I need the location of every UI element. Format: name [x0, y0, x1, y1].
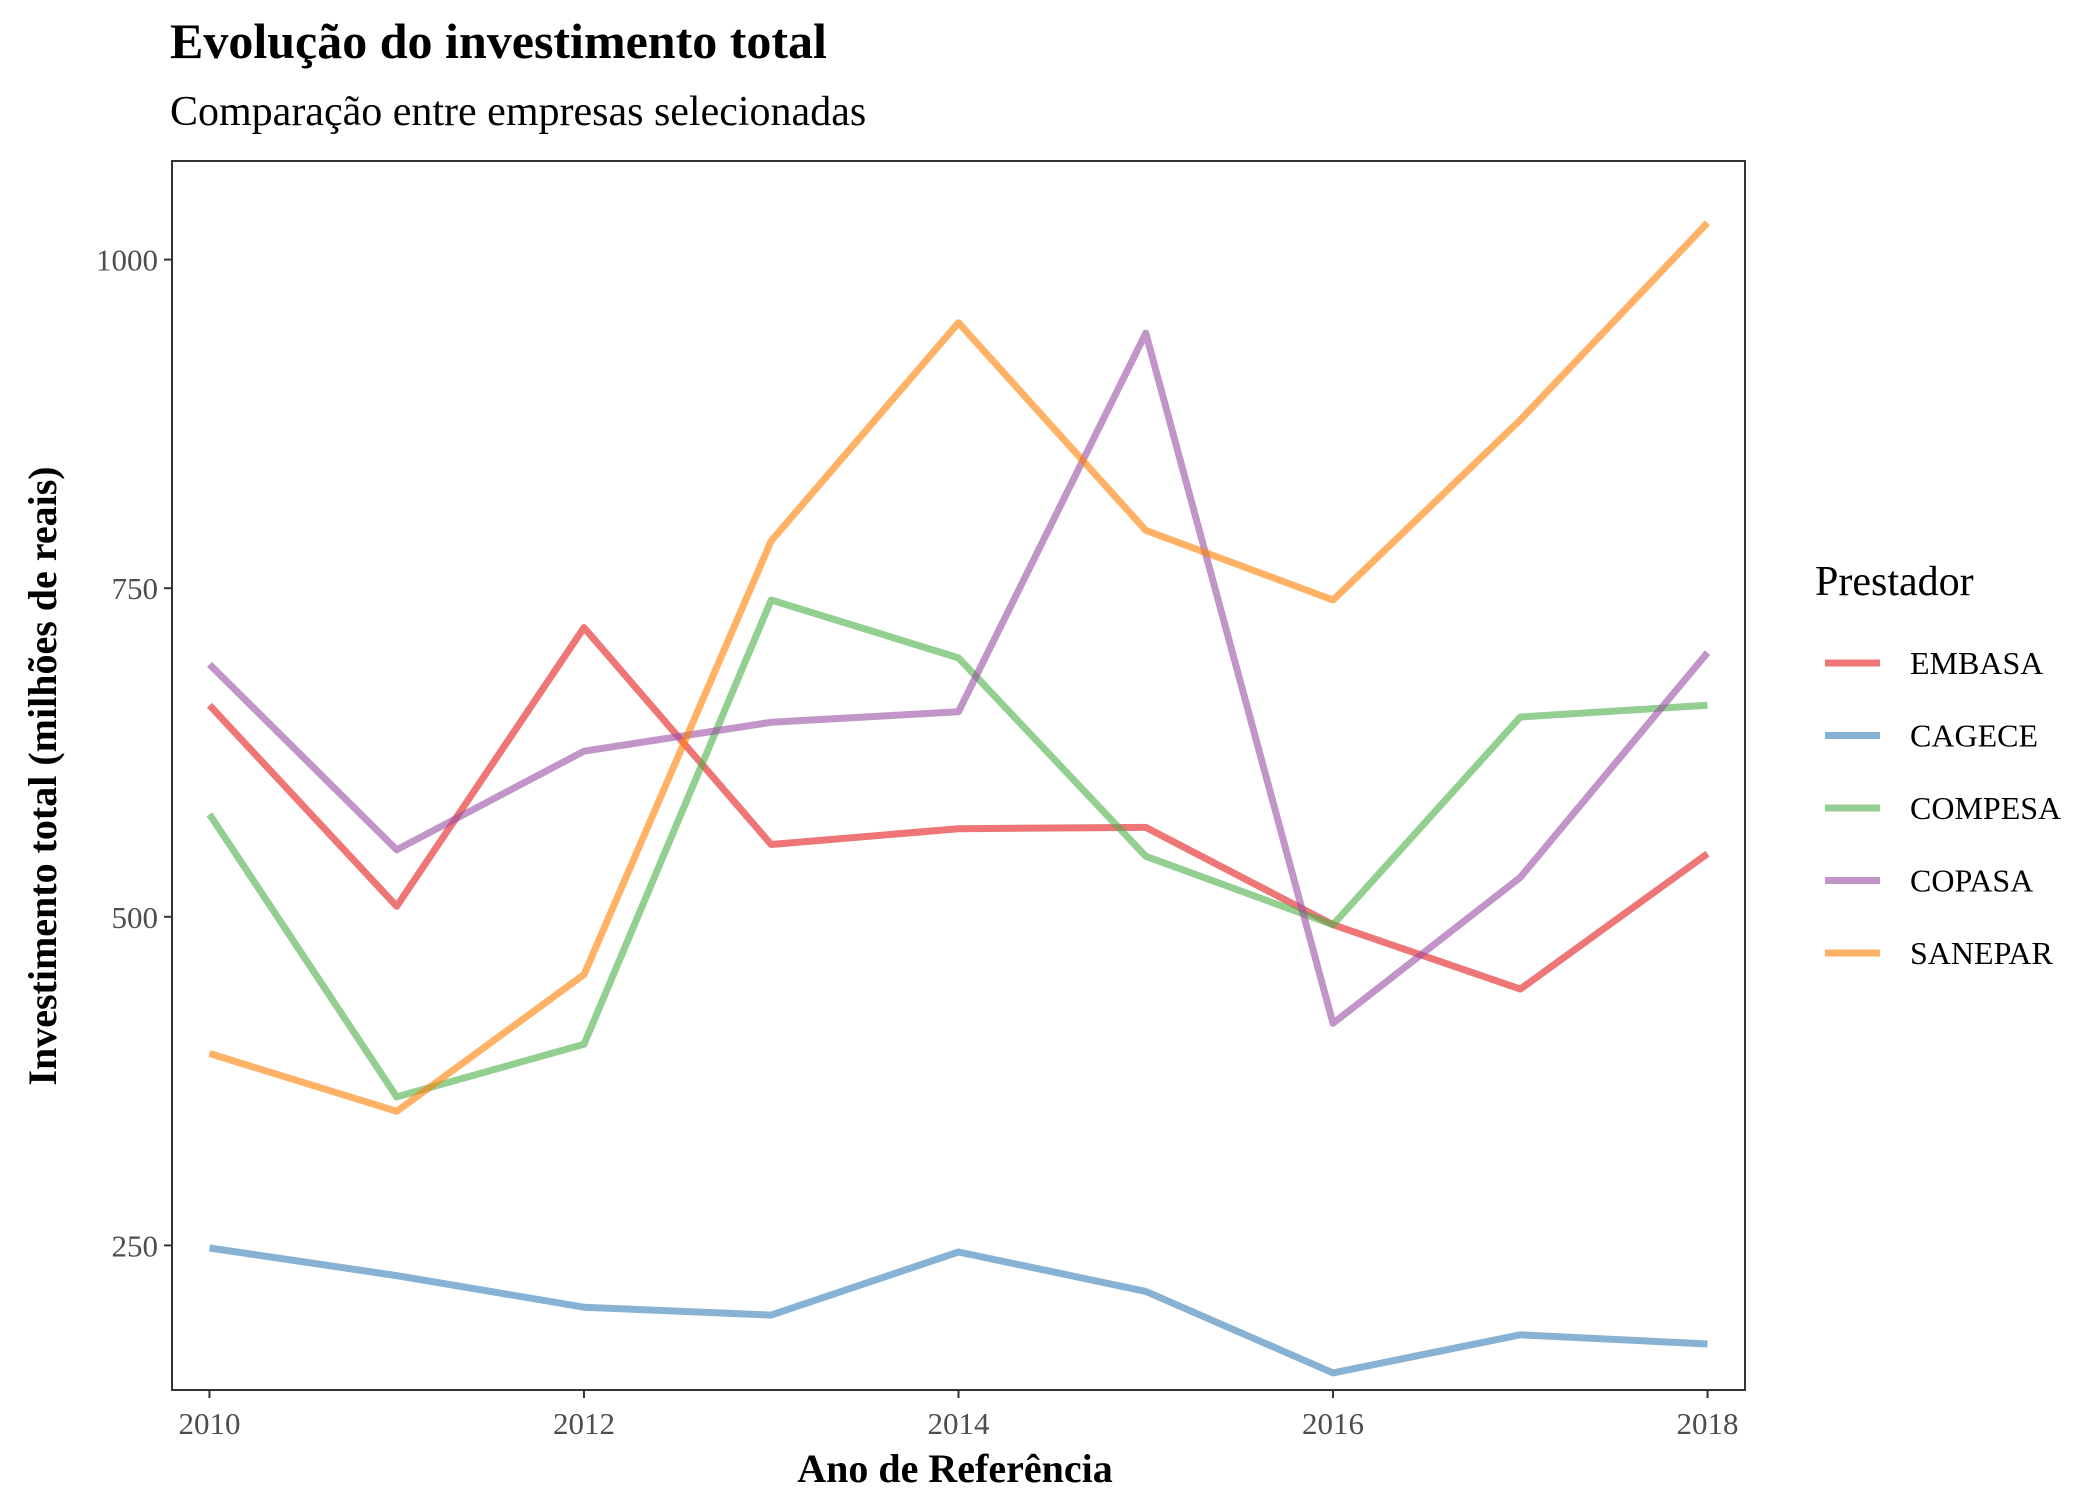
x-axis: 2010 2012 2014 2016 2018 [178, 1390, 1739, 1441]
x-tick-label: 2014 [928, 1406, 991, 1441]
x-axis-title: Ano de Referência [797, 1446, 1112, 1491]
legend-label-sanepar: SANEPAR [1910, 935, 2054, 971]
x-tick-label: 2018 [1677, 1406, 1739, 1441]
x-tick-label: 2012 [553, 1406, 615, 1441]
y-axis-title: Investimento total (milhões de reais) [20, 466, 65, 1085]
series-line-sanepar [208, 220, 1711, 1115]
y-tick-label: 1000 [96, 243, 158, 278]
legend-title: Prestador [1815, 559, 1974, 605]
series-line-compesa [206, 596, 1708, 1101]
legend: Prestador EMBASA CAGECE COMPESA COPASA SANEP… [1815, 559, 2061, 971]
chart-subtitle: Comparação entre empresas selecionadas [170, 89, 866, 135]
y-tick-label: 750 [112, 571, 159, 606]
series-line-cagece [208, 1244, 1708, 1377]
x-tick-label: 2016 [1302, 1406, 1364, 1441]
legend-label-copasa: COPASA [1910, 863, 2033, 899]
y-axis: 250 500 750 1000 [96, 243, 172, 1263]
legend-label-compesa: COMPESA [1910, 790, 2061, 826]
x-tick-label: 2010 [178, 1406, 240, 1441]
chart-title: Evolução do investimento total [170, 13, 827, 69]
series-line-copasa [207, 329, 1711, 1027]
plot-panel [171, 160, 1746, 1391]
y-tick-label: 500 [112, 900, 159, 935]
legend-label-cagece: CAGECE [1910, 718, 2038, 754]
y-tick-label: 250 [112, 1228, 159, 1263]
series-lines [206, 220, 1711, 1377]
legend-label-embasa: EMBASA [1910, 645, 2043, 681]
